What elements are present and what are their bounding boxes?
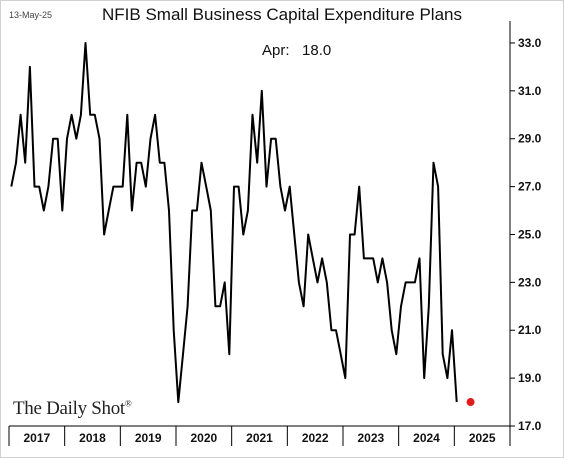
y-tick-label: 27.0 xyxy=(518,180,542,194)
x-tick-label: 2018 xyxy=(79,431,106,445)
brand-name: The Daily Shot xyxy=(13,398,125,419)
x-tick-label: 2017 xyxy=(23,431,50,445)
x-tick-label: 2019 xyxy=(135,431,162,445)
y-tick-label: 29.0 xyxy=(518,132,542,146)
y-tick-label: 25.0 xyxy=(518,227,542,241)
chart-title: NFIB Small Business Capital Expenditure … xyxy=(102,5,462,24)
x-tick-label: 2025 xyxy=(469,431,496,445)
y-tick-label: 31.0 xyxy=(518,84,542,98)
series-line xyxy=(10,42,458,404)
annotation-value: 18.0 xyxy=(302,42,332,59)
y-tick-label: 19.0 xyxy=(518,371,542,385)
y-tick-label: 23.0 xyxy=(518,275,542,289)
x-tick-label: 2024 xyxy=(413,431,440,445)
brand-logo: The Daily Shot® xyxy=(13,398,132,420)
registered-mark-icon: ® xyxy=(124,398,132,409)
y-tick-label: 33.0 xyxy=(518,36,542,50)
date-stamp: 13-May-25 xyxy=(9,10,53,20)
annotation-label: Apr: xyxy=(262,42,290,59)
y-tick-label: 21.0 xyxy=(518,323,542,337)
x-tick-label: 2020 xyxy=(190,431,217,445)
y-tick-label: 17.0 xyxy=(518,419,542,433)
x-tick-label: 2021 xyxy=(246,431,273,445)
x-tick-label: 2023 xyxy=(357,431,384,445)
x-tick-label: 2022 xyxy=(302,431,329,445)
latest-value-annotation: Apr: 18.0 xyxy=(262,42,331,59)
latest-data-point xyxy=(466,398,475,407)
